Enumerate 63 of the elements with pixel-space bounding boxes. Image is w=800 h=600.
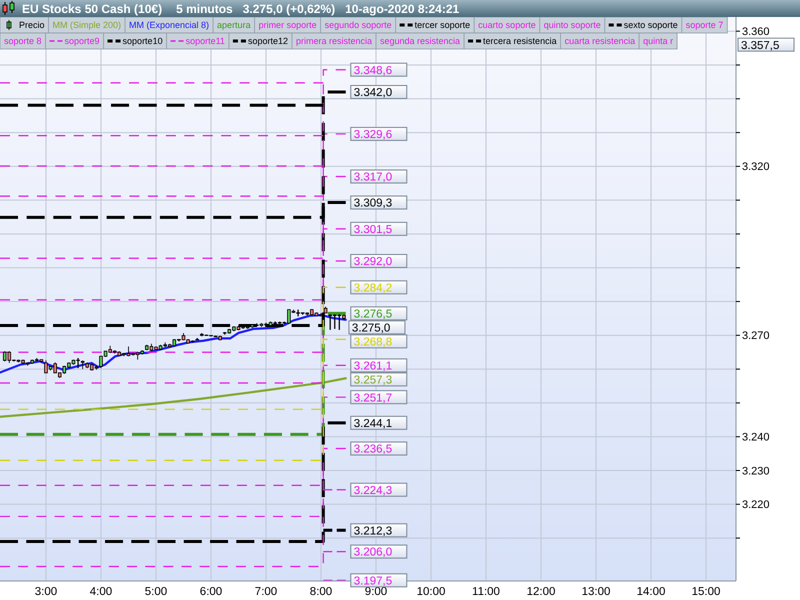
text: quinto soporte [544,20,601,30]
legend-label: tercer soporte [414,20,470,30]
text: soporte 7 [686,20,724,30]
x-tick-label: 4:00 [90,586,112,598]
x-tick-label: 6:00 [200,586,222,598]
data-label: 3.257,3 [354,374,392,387]
data-label: 3.342,0 [354,87,392,100]
text: apertura [217,20,251,30]
text: quinta r [643,36,674,46]
data-label: 3.251,7 [354,392,392,404]
text: MM (Exponencial 8) [129,20,210,30]
y-tick-label: 3.240 [742,432,770,444]
data-label: 3.276,5 [354,308,392,320]
text: MM (Simple 200) [52,20,122,30]
data-label: 3.317,0 [354,172,392,184]
legend-label: soporte11 [186,36,225,46]
legend-label: Precio [19,20,45,30]
data-label: 3.244,1 [354,418,392,430]
y-tick-label: 3.220 [742,499,770,512]
legend-label: sexto soporte [624,20,678,30]
x-tick-label: 13:00 [582,586,610,598]
y-tick-label: 3.270 [742,330,770,342]
x-tick-label: 5:00 [144,586,168,598]
text: primera resistencia [296,36,372,46]
x-tick-label: 9:00 [364,586,388,598]
x-tick-label: 10:00 [416,586,446,598]
x-tick-label: 8:00 [310,586,332,598]
text: soporte 8 [4,36,42,46]
data-label: 3.224,3 [354,484,392,497]
chart-title: EU Stocks 50 Cash (10€) [22,2,162,16]
x-tick-label: 7:00 [254,586,278,598]
x-tick-label: 11:00 [472,586,500,598]
text: segunda resistencia [380,36,460,46]
x-tick-label: 14:00 [636,586,666,598]
data-label: 3.236,5 [354,444,392,456]
text: 3.275,0 [352,322,390,334]
legend-label: soporte10 [122,36,163,46]
data-label: 3.206,0 [354,546,392,559]
legend-label: soporte12 [248,36,288,46]
x-tick-label: 12:00 [526,586,556,598]
text: primer soporte [258,20,317,30]
text: cuarta resistencia [564,36,636,46]
text: segundo soporte [324,20,392,30]
text: 3.357,5 [741,40,780,52]
data-label: 3.309,3 [354,198,392,210]
data-label: 3.329,6 [354,129,392,142]
data-label: 3.212,3 [354,525,392,538]
chart-subtitle: 5 minutos 3.275,0 (+0,62%) 10-ago-2020 8:24:21 [176,2,460,16]
legend-label: tercera resistencia [483,36,557,46]
data-label: 3.197,5 [354,575,392,588]
data-label: 3.261,1 [354,360,392,373]
y-tick-label: 3.360 [742,26,770,38]
x-tick-label: 15:00 [692,586,720,598]
data-label: 3.268,8 [354,336,392,348]
legend-label: soporte9 [64,36,100,46]
data-label: 3.301,5 [354,224,392,236]
data-label: 3.348,6 [354,64,392,77]
y-tick-label: 3.230 [742,465,770,478]
x-tick-label: 3:00 [34,586,58,598]
data-label: 3.292,0 [354,256,392,268]
y-tick-label: 3.320 [742,161,770,174]
data-label: 3.284,2 [354,282,392,294]
text: cuarto soporte [478,20,536,30]
